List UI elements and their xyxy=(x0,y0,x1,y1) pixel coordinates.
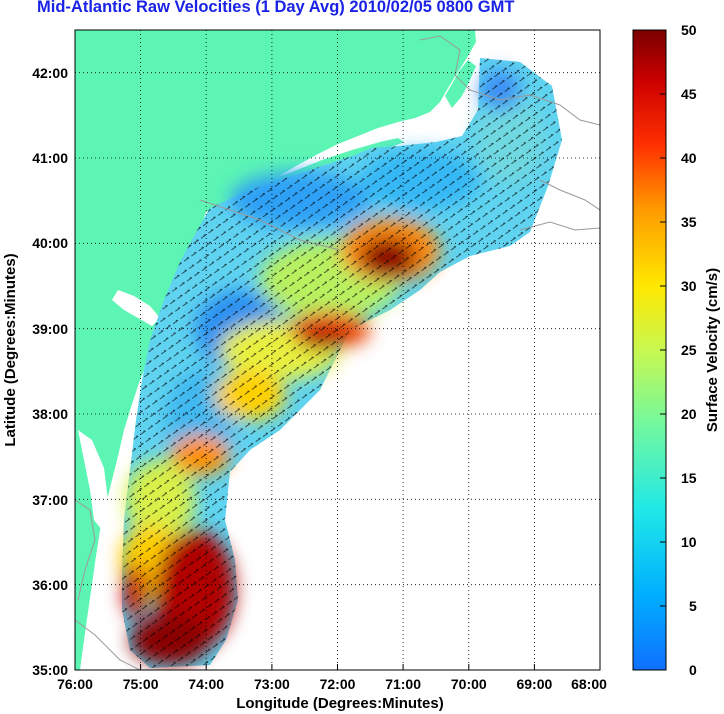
y-tick-label: 39:00 xyxy=(32,321,68,337)
chesapeake-bay xyxy=(112,290,160,326)
colorbar-tick-label: 20 xyxy=(681,406,697,422)
y-tick-label: 36:00 xyxy=(32,577,68,593)
grid-lines xyxy=(75,30,600,670)
x-tick-label: 73:00 xyxy=(254,676,290,692)
colorbar-tick-labels: 50 45 40 35 30 25 20 15 10 5 0 xyxy=(681,22,697,678)
x-axis-title: Longitude (Degrees:Minutes) xyxy=(236,695,444,712)
x-tick-label: 76:00 xyxy=(57,676,93,692)
y-tick-label: 37:00 xyxy=(32,492,68,508)
x-tick-label: 69:00 xyxy=(516,676,552,692)
x-tick-label: 75:00 xyxy=(123,676,159,692)
colorbar-tick-label: 15 xyxy=(681,470,697,486)
x-tick-label: 74:00 xyxy=(188,676,224,692)
colorbar-tick-label: 25 xyxy=(681,342,697,358)
colorbar-tick-label: 50 xyxy=(681,22,697,38)
colorbar-tick-label: 35 xyxy=(681,214,697,230)
land-mass xyxy=(75,30,476,670)
colorbar-tick-label: 40 xyxy=(681,150,697,166)
x-tick-label: 68:00 xyxy=(571,676,607,692)
y-tick-label: 42:00 xyxy=(32,65,68,81)
colorbar-tick-label: 10 xyxy=(681,534,697,550)
map-title: Mid-Atlantic Raw Velocities (1 Day Avg) … xyxy=(37,0,515,16)
y-tick-label: 38:00 xyxy=(32,406,68,422)
y-axis-title: Latitude (Degrees:Minutes) xyxy=(2,253,19,446)
x-tick-label: 72:00 xyxy=(320,676,356,692)
y-tick-label: 40:00 xyxy=(32,235,68,251)
colorbar-tick-label: 0 xyxy=(689,662,697,678)
colorbar-tick-label: 30 xyxy=(681,278,697,294)
y-tick-label: 41:00 xyxy=(32,150,68,166)
coast-contours xyxy=(75,35,600,670)
cape-cod xyxy=(445,60,476,108)
x-tick-label: 71:00 xyxy=(385,676,421,692)
x-tick-labels: 76:00 75:00 74:00 73:00 72:00 71:00 70:0… xyxy=(57,676,607,692)
colorbar-tick-label: 45 xyxy=(681,86,697,102)
delaware-bay xyxy=(78,430,108,530)
x-tick-label: 70:00 xyxy=(451,676,487,692)
colorbar-title: Surface Velocity (cm/s) xyxy=(704,268,721,432)
y-tick-labels: 42:00 41:00 40:00 39:00 38:00 37:00 36:0… xyxy=(32,65,68,678)
y-tick-label: 35:00 xyxy=(32,662,68,678)
x-axis xyxy=(74,664,601,670)
colorbar-ticks xyxy=(660,29,666,607)
colorbar-tick-label: 5 xyxy=(689,598,697,614)
